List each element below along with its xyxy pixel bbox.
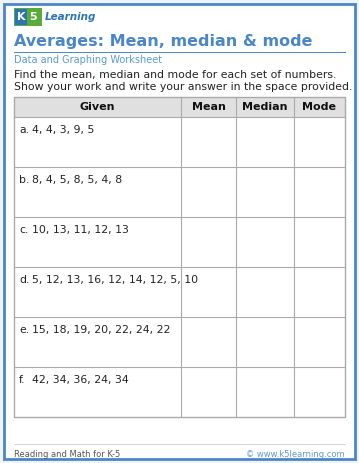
Text: Given: Given	[80, 102, 115, 112]
Bar	[14, 8, 42, 26]
Text: 42, 34, 36, 24, 34: 42, 34, 36, 24, 34	[32, 375, 129, 385]
Text: Find the mean, median and mode for each set of numbers.: Find the mean, median and mode for each …	[14, 70, 336, 80]
Text: f.: f.	[19, 375, 25, 385]
Text: c.: c.	[19, 225, 28, 235]
Text: Mean: Mean	[191, 102, 225, 112]
Text: © www.k5learning.com: © www.k5learning.com	[246, 450, 345, 459]
Text: 4, 4, 3, 9, 5: 4, 4, 3, 9, 5	[32, 125, 94, 135]
Text: 5, 12, 13, 16, 12, 14, 12, 5, 10: 5, 12, 13, 16, 12, 14, 12, 5, 10	[32, 275, 198, 285]
Text: 15, 18, 19, 20, 22, 24, 22: 15, 18, 19, 20, 22, 24, 22	[32, 325, 171, 335]
Text: e.: e.	[19, 325, 29, 335]
Text: b.: b.	[19, 175, 29, 185]
Text: Median: Median	[242, 102, 288, 112]
Text: Averages: Mean, median & mode: Averages: Mean, median & mode	[14, 34, 312, 49]
Bar	[14, 97, 345, 117]
Text: K: K	[17, 12, 25, 22]
Text: d.: d.	[19, 275, 29, 285]
Bar	[15, 9, 27, 25]
Text: 5: 5	[29, 12, 37, 22]
Text: Mode: Mode	[302, 102, 336, 112]
Text: Data and Graphing Worksheet: Data and Graphing Worksheet	[14, 55, 162, 65]
Text: 8, 4, 5, 8, 5, 4, 8: 8, 4, 5, 8, 5, 4, 8	[32, 175, 122, 185]
Text: 10, 13, 11, 12, 13: 10, 13, 11, 12, 13	[32, 225, 129, 235]
Text: a.: a.	[19, 125, 29, 135]
Text: Reading and Math for K-5: Reading and Math for K-5	[14, 450, 120, 459]
Text: Show your work and write your answer in the space provided.: Show your work and write your answer in …	[14, 82, 353, 92]
Text: Learning: Learning	[45, 12, 96, 22]
Bar	[14, 97, 345, 417]
